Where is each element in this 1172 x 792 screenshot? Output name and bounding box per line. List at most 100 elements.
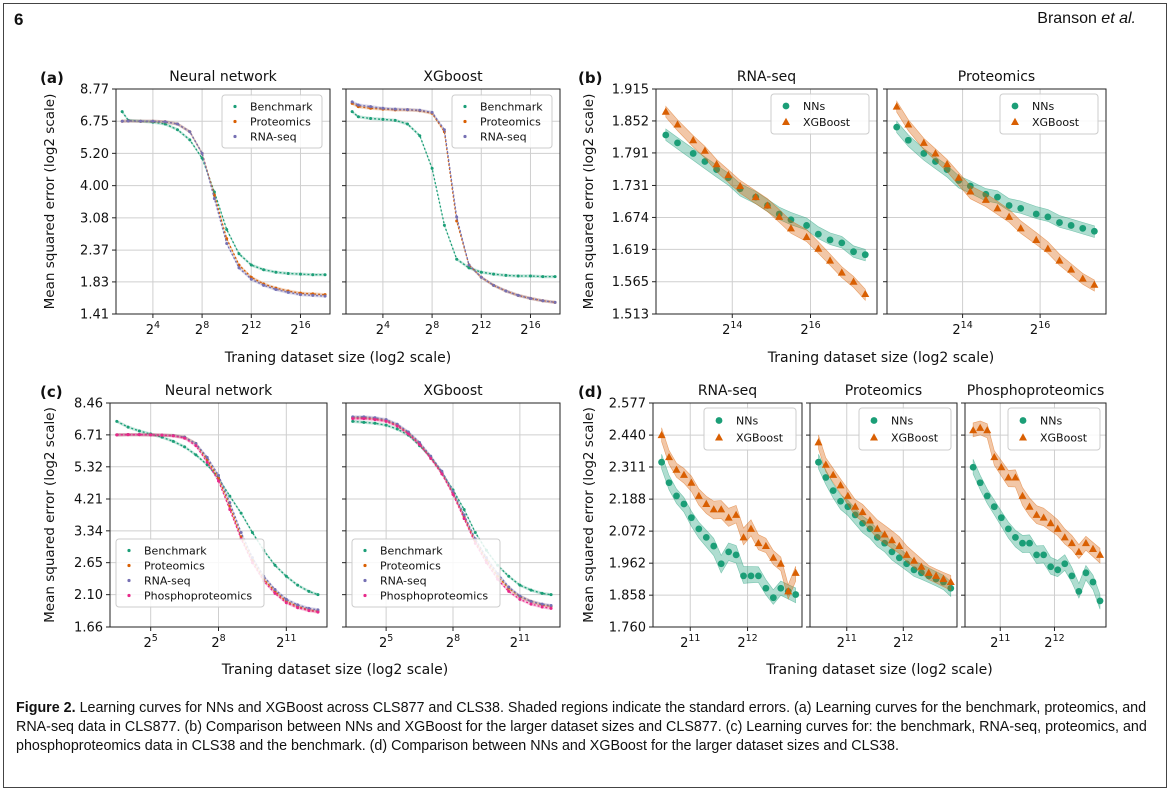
subplot-title: Phosphoproteomics [967,383,1105,399]
y-tick-label: 2.37 [80,244,109,259]
x-tick-label: 25 [144,633,158,651]
x-tick-base: 2 [290,323,298,338]
series-phospho-point [429,457,432,460]
series-benchmark-point [373,422,376,425]
x-tick-base: 2 [241,323,249,338]
series-nns-point [710,543,717,550]
series-rnaseq-point [554,301,557,304]
y-axis-label: Mean squared error (log2 scale) [581,407,597,623]
series-benchmark-point [385,424,388,427]
panel-d: (d)Mean squared error (log2 scale)Tranin… [578,383,1106,678]
series-benchmark-point [406,122,409,125]
legend-label: NNs [1040,415,1062,428]
x-tick-label: 216 [290,320,310,338]
x-tick-label: 216 [800,320,820,338]
series-benchmark-point [138,430,141,433]
series-benchmark-point [194,453,197,456]
series-phospho-point [373,418,376,421]
legend-label: Benchmark [144,545,207,558]
series-benchmark-point [455,258,458,261]
series-phospho-point [127,433,130,436]
series-benchmark-point [176,128,179,131]
series-nns-point [690,150,697,157]
x-tick-exponent: 16 [529,320,541,331]
series-rnaseq-point [228,501,231,504]
series-phospho-point [296,606,299,609]
subplot-a-1: XGboost24 28 212 216BenchmarkProteomicsRNA-… [342,69,560,338]
y-tick-label: 1.565 [612,275,649,290]
series-nns-point [1005,525,1012,532]
series-phospho-point [463,517,466,520]
series-benchmark-point [274,271,277,274]
legend-label: Proteomics [380,560,441,573]
series-nns-point [984,493,991,500]
legend-label: Proteomics [144,560,205,573]
x-tick-exponent: 16 [809,320,821,331]
y-tick-label: 3.34 [74,524,103,539]
series-benchmark-point [316,593,319,596]
series-rnaseq-point [250,278,253,281]
x-tick-exponent: 16 [1038,320,1050,331]
y-tick-label: 1.513 [612,308,649,323]
series-nns-point [1083,569,1090,576]
series-nns-point [862,251,869,258]
series-rnaseq-point [151,120,154,123]
x-tick-base: 2 [211,636,219,651]
panel-b: (b)Mean squared error (log2 scale)Tranin… [578,69,1106,366]
series-benchmark-point [541,592,544,595]
x-tick-exponent: 11 [284,633,296,644]
series-nns-point [1068,572,1075,579]
caption-label: Figure 2. [16,700,76,716]
series-phospho-point [351,417,354,420]
series-rnaseq-point [127,120,130,123]
series-nns-point [666,479,673,486]
legend-marker [127,594,130,597]
series-phospho-point [228,508,231,511]
y-tick-label: 8.46 [74,397,103,412]
subplot-title: Proteomics [958,69,1035,85]
series-xgboost-point [658,431,666,438]
series-benchmark-point [188,138,191,141]
series-benchmark-point [307,590,310,593]
plot-area [658,428,800,605]
series-phospho-point [440,472,443,475]
series-rnaseq-point [217,474,220,477]
legend-marker [783,103,790,110]
series-phospho-point [115,433,118,436]
x-tick-base: 2 [1030,323,1038,338]
subplot-c-1: XGboost25 28 211BenchmarkProteomicsRNA-seq… [342,383,560,651]
series-nns-point [1033,551,1040,558]
legend-marker [363,549,366,552]
x-tick-base: 2 [510,636,518,651]
y-tick-label: 1.760 [609,621,646,636]
series-nns-point [1054,566,1061,573]
series-benchmark-point [474,531,477,534]
legend-marker [716,417,723,424]
series-benchmark-point [287,272,290,275]
legend-label: Benchmark [480,101,543,114]
series-rnaseq-point [240,531,243,534]
y-tick-label: 2.10 [74,588,103,603]
x-axis-label: Traning dataset size (log2 scale) [221,662,448,678]
series-benchmark-point [115,420,118,423]
series-rnaseq-point [418,109,421,112]
x-tick-base: 2 [800,323,808,338]
series-phospho-point [550,607,553,610]
series-benchmark-point [550,593,553,596]
legend-label: RNA-seq [144,575,191,588]
x-tick-label: 216 [520,320,540,338]
series-phospho-point [541,605,544,608]
y-tick-label: 2.577 [609,397,646,412]
x-tick-label: 212 [241,320,261,338]
legend-marker [363,564,366,567]
plot-area [662,106,869,300]
x-tick-base: 2 [144,636,152,651]
series-nns-point [1061,560,1068,567]
x-tick-base: 2 [1044,636,1052,651]
x-tick-label: 212 [893,633,913,651]
series-rnaseq-point [274,288,277,291]
x-tick-base: 2 [520,323,528,338]
series-rnaseq-point [504,289,507,292]
series-rnaseq-point [507,586,510,589]
